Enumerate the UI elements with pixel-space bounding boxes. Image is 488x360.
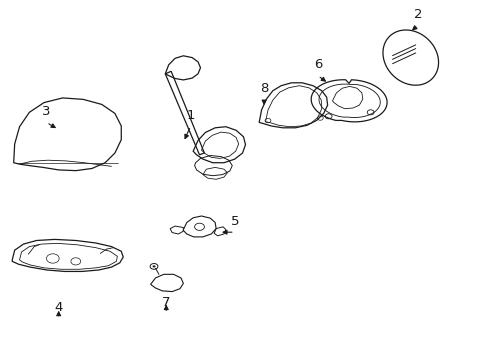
Text: 1: 1 xyxy=(186,109,195,122)
Text: 6: 6 xyxy=(313,58,322,71)
Text: 4: 4 xyxy=(54,301,63,314)
Text: 8: 8 xyxy=(259,82,268,95)
Text: 3: 3 xyxy=(42,105,51,118)
Text: 5: 5 xyxy=(230,215,239,228)
Circle shape xyxy=(152,265,155,267)
Text: 2: 2 xyxy=(413,8,422,21)
Text: 7: 7 xyxy=(162,296,170,309)
